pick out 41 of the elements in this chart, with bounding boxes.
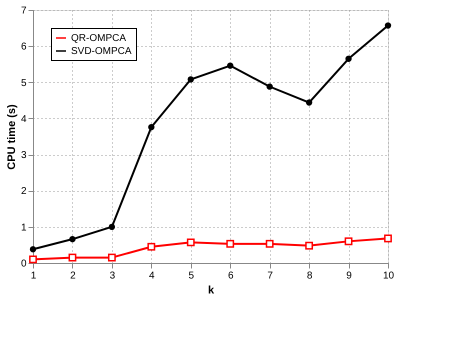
point — [188, 76, 194, 83]
y-axis-title: CPU time (s) — [6, 104, 18, 170]
x-tick-label: 6 — [228, 270, 234, 282]
point — [108, 224, 116, 230]
point — [306, 99, 312, 106]
point — [384, 22, 392, 29]
point — [108, 254, 116, 262]
point — [68, 254, 76, 262]
legend-label: SVD-OMPCA — [71, 46, 132, 57]
x-tick-label: 7 — [267, 270, 274, 282]
legend-label: QR-OMPCA — [71, 33, 126, 44]
point — [186, 238, 195, 246]
point — [345, 56, 352, 62]
y-tick-label: 1 — [20, 222, 27, 234]
point — [148, 124, 154, 130]
point — [266, 240, 274, 248]
point — [344, 237, 352, 246]
x-tick-label: 8 — [306, 270, 313, 282]
x-tick-label: 3 — [110, 270, 116, 282]
point — [384, 234, 392, 242]
point — [227, 62, 234, 69]
point — [30, 246, 36, 252]
x-axis-title: k — [208, 284, 215, 296]
point — [226, 240, 234, 248]
y-tick-label: 3 — [20, 150, 27, 162]
x-tick-label: 5 — [188, 270, 194, 282]
y-tick-label: 6 — [20, 42, 27, 53]
x-tick-label: 9 — [346, 270, 352, 282]
x-tick-label: 10 — [382, 270, 394, 282]
x-tick-label: 1 — [30, 270, 37, 282]
y-tick-label: 0 — [20, 258, 27, 270]
point — [147, 242, 156, 251]
point — [266, 83, 273, 90]
y-tick-label: 2 — [20, 186, 27, 198]
point — [69, 236, 76, 242]
point — [305, 242, 314, 250]
y-tick-label: 5 — [20, 78, 27, 89]
y-tick-label: 4 — [20, 114, 27, 125]
y-tick-label: 7 — [20, 6, 27, 16]
x-tick-label: 2 — [70, 270, 76, 282]
x-tick-label: 4 — [149, 270, 156, 282]
